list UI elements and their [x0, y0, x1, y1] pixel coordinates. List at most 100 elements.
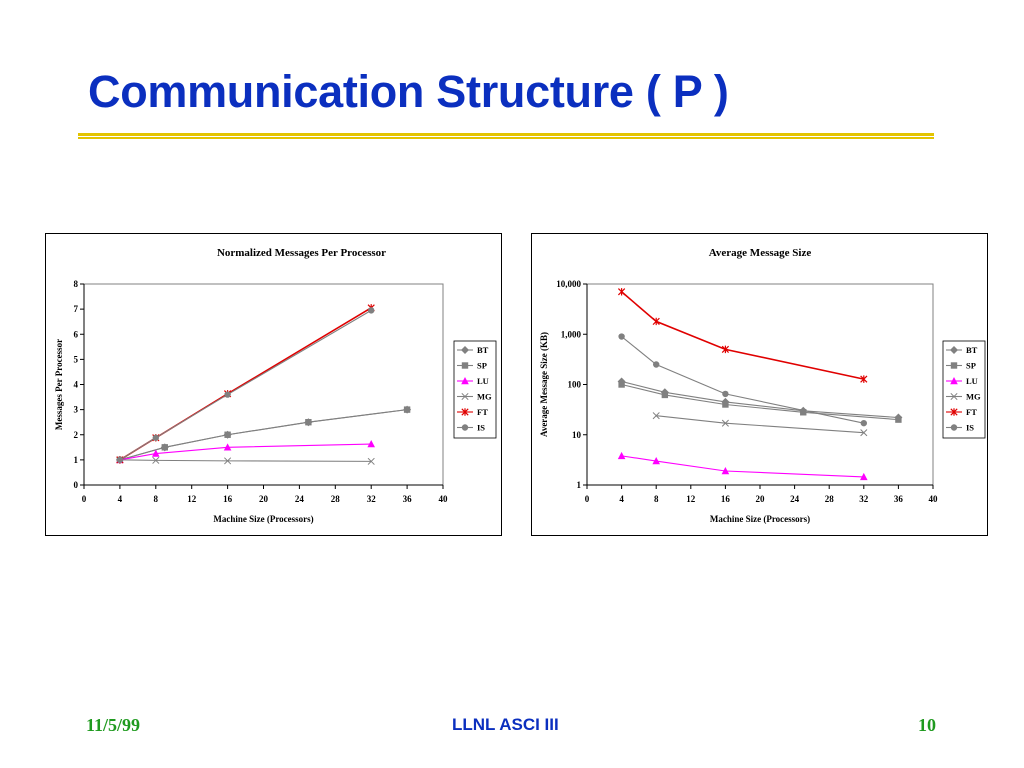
legend-marker-mg	[950, 392, 958, 401]
y-tick-label: 8	[74, 279, 79, 289]
data-point-lu	[367, 440, 375, 448]
legend-label-ft: FT	[966, 407, 977, 417]
data-point-lu	[652, 457, 660, 465]
x-tick-label: 8	[654, 494, 659, 504]
x-tick-label: 12	[686, 494, 696, 504]
data-point-is	[722, 390, 729, 398]
data-point-is	[618, 333, 625, 340]
y-axis-label: Average Message Size (KB)	[539, 332, 549, 437]
y-tick-label: 1	[74, 455, 79, 465]
series-mg	[652, 412, 868, 437]
legend-marker-is	[461, 424, 469, 431]
data-point-sp	[800, 409, 807, 416]
data-point-is	[368, 307, 375, 314]
footer-page-number: 10	[918, 715, 936, 735]
title-underline	[78, 133, 934, 136]
y-tick-label: 6	[74, 329, 79, 339]
data-point-ft	[652, 317, 660, 326]
data-point-is	[653, 361, 660, 368]
data-point-mg	[152, 456, 160, 464]
x-tick-label: 4	[619, 494, 624, 504]
data-point-is	[224, 391, 231, 398]
legend-label-bt: BT	[966, 345, 978, 355]
data-point-lu	[152, 449, 160, 457]
y-tick-label: 10	[572, 430, 582, 440]
data-point-ft	[617, 288, 626, 296]
x-tick-label: 8	[154, 494, 159, 504]
average-message-size-plot: Average Message Size 0 4 8 12 16 20 24 28 32 36 40 1…	[539, 247, 986, 524]
series-line-lu	[119, 443, 372, 461]
legend-marker-bt	[461, 346, 469, 354]
x-tick-label: 32	[367, 494, 377, 504]
series-lu	[617, 451, 868, 481]
messages-per-processor-chart: Normalized Messages Per Processor 0 4 8 12 16…	[45, 233, 502, 536]
footer-org: LLNL ASCI III	[452, 715, 559, 734]
x-tick-label: 32	[859, 494, 869, 504]
y-tick-label: 100	[568, 380, 582, 390]
series-line-is	[621, 336, 864, 424]
legend-marker-lu	[461, 377, 469, 385]
legend-marker-ft	[461, 408, 469, 416]
x-tick-label: 40	[439, 494, 449, 504]
x-tick-label: 36	[894, 494, 904, 504]
x-axis-label: Machine Size (Processors)	[710, 514, 810, 524]
series-line-is	[119, 309, 372, 461]
legend-label-is: IS	[477, 423, 485, 433]
data-point-sp	[895, 416, 902, 423]
legend-marker-sp	[461, 362, 469, 369]
x-tick-label: 24	[790, 494, 800, 504]
legend-marker-bt	[950, 346, 958, 354]
legend-label-sp: SP	[477, 361, 487, 371]
data-point-sp	[661, 391, 669, 399]
series-line-ft	[621, 291, 864, 380]
y-tick-label: 2	[74, 430, 79, 440]
data-point-lu	[721, 466, 730, 475]
data-point-ft	[860, 375, 868, 383]
data-point-is	[152, 434, 159, 441]
data-point-mg	[721, 419, 729, 427]
legend-marker-is	[950, 424, 958, 431]
y-tick-label: 4	[74, 380, 79, 390]
y-tick-label: 1,000	[561, 329, 582, 339]
footer-date: 11/5/99	[86, 715, 141, 735]
y-tick-label: 5	[74, 354, 79, 364]
plot-area	[83, 283, 444, 486]
chart-title: Average Message Size	[709, 247, 812, 259]
title-underline-thin	[78, 137, 934, 139]
data-point-ft	[721, 345, 730, 354]
data-point-lu	[617, 451, 626, 460]
x-tick-label: 0	[585, 494, 590, 504]
data-point-is	[116, 456, 124, 464]
data-point-sp	[224, 431, 231, 438]
series-is	[116, 307, 375, 464]
x-tick-label: 4	[118, 494, 123, 504]
legend-label-mg: MG	[477, 392, 492, 402]
slide-title: Communication Structure ( P )	[88, 66, 729, 117]
x-tick-label: 24	[295, 494, 305, 504]
data-point-mg	[224, 457, 232, 465]
x-tick-label: 28	[331, 494, 341, 504]
series-is	[618, 333, 867, 427]
x-tick-label: 40	[929, 494, 939, 504]
x-tick-label: 16	[223, 494, 233, 504]
data-point-sp	[618, 381, 625, 388]
data-point-sp	[161, 444, 168, 451]
x-tick-label: 20	[756, 494, 766, 504]
series-line-mg	[119, 459, 372, 462]
legend-box	[453, 340, 497, 439]
legend-marker-sp	[950, 362, 958, 369]
legend-marker-lu	[950, 377, 958, 385]
data-point-mg	[860, 429, 868, 437]
x-tick-label: 0	[82, 494, 87, 504]
legend-marker-ft	[950, 408, 958, 416]
series-sp	[618, 381, 902, 423]
legend-label-lu: LU	[966, 376, 978, 386]
y-tick-label: 0	[74, 480, 79, 490]
legend-label-is: IS	[966, 423, 974, 433]
series-ft	[617, 288, 868, 383]
data-point-mg	[652, 412, 660, 420]
x-tick-label: 16	[721, 494, 731, 504]
y-tick-label: 1	[577, 480, 582, 490]
data-point-is	[860, 419, 867, 427]
